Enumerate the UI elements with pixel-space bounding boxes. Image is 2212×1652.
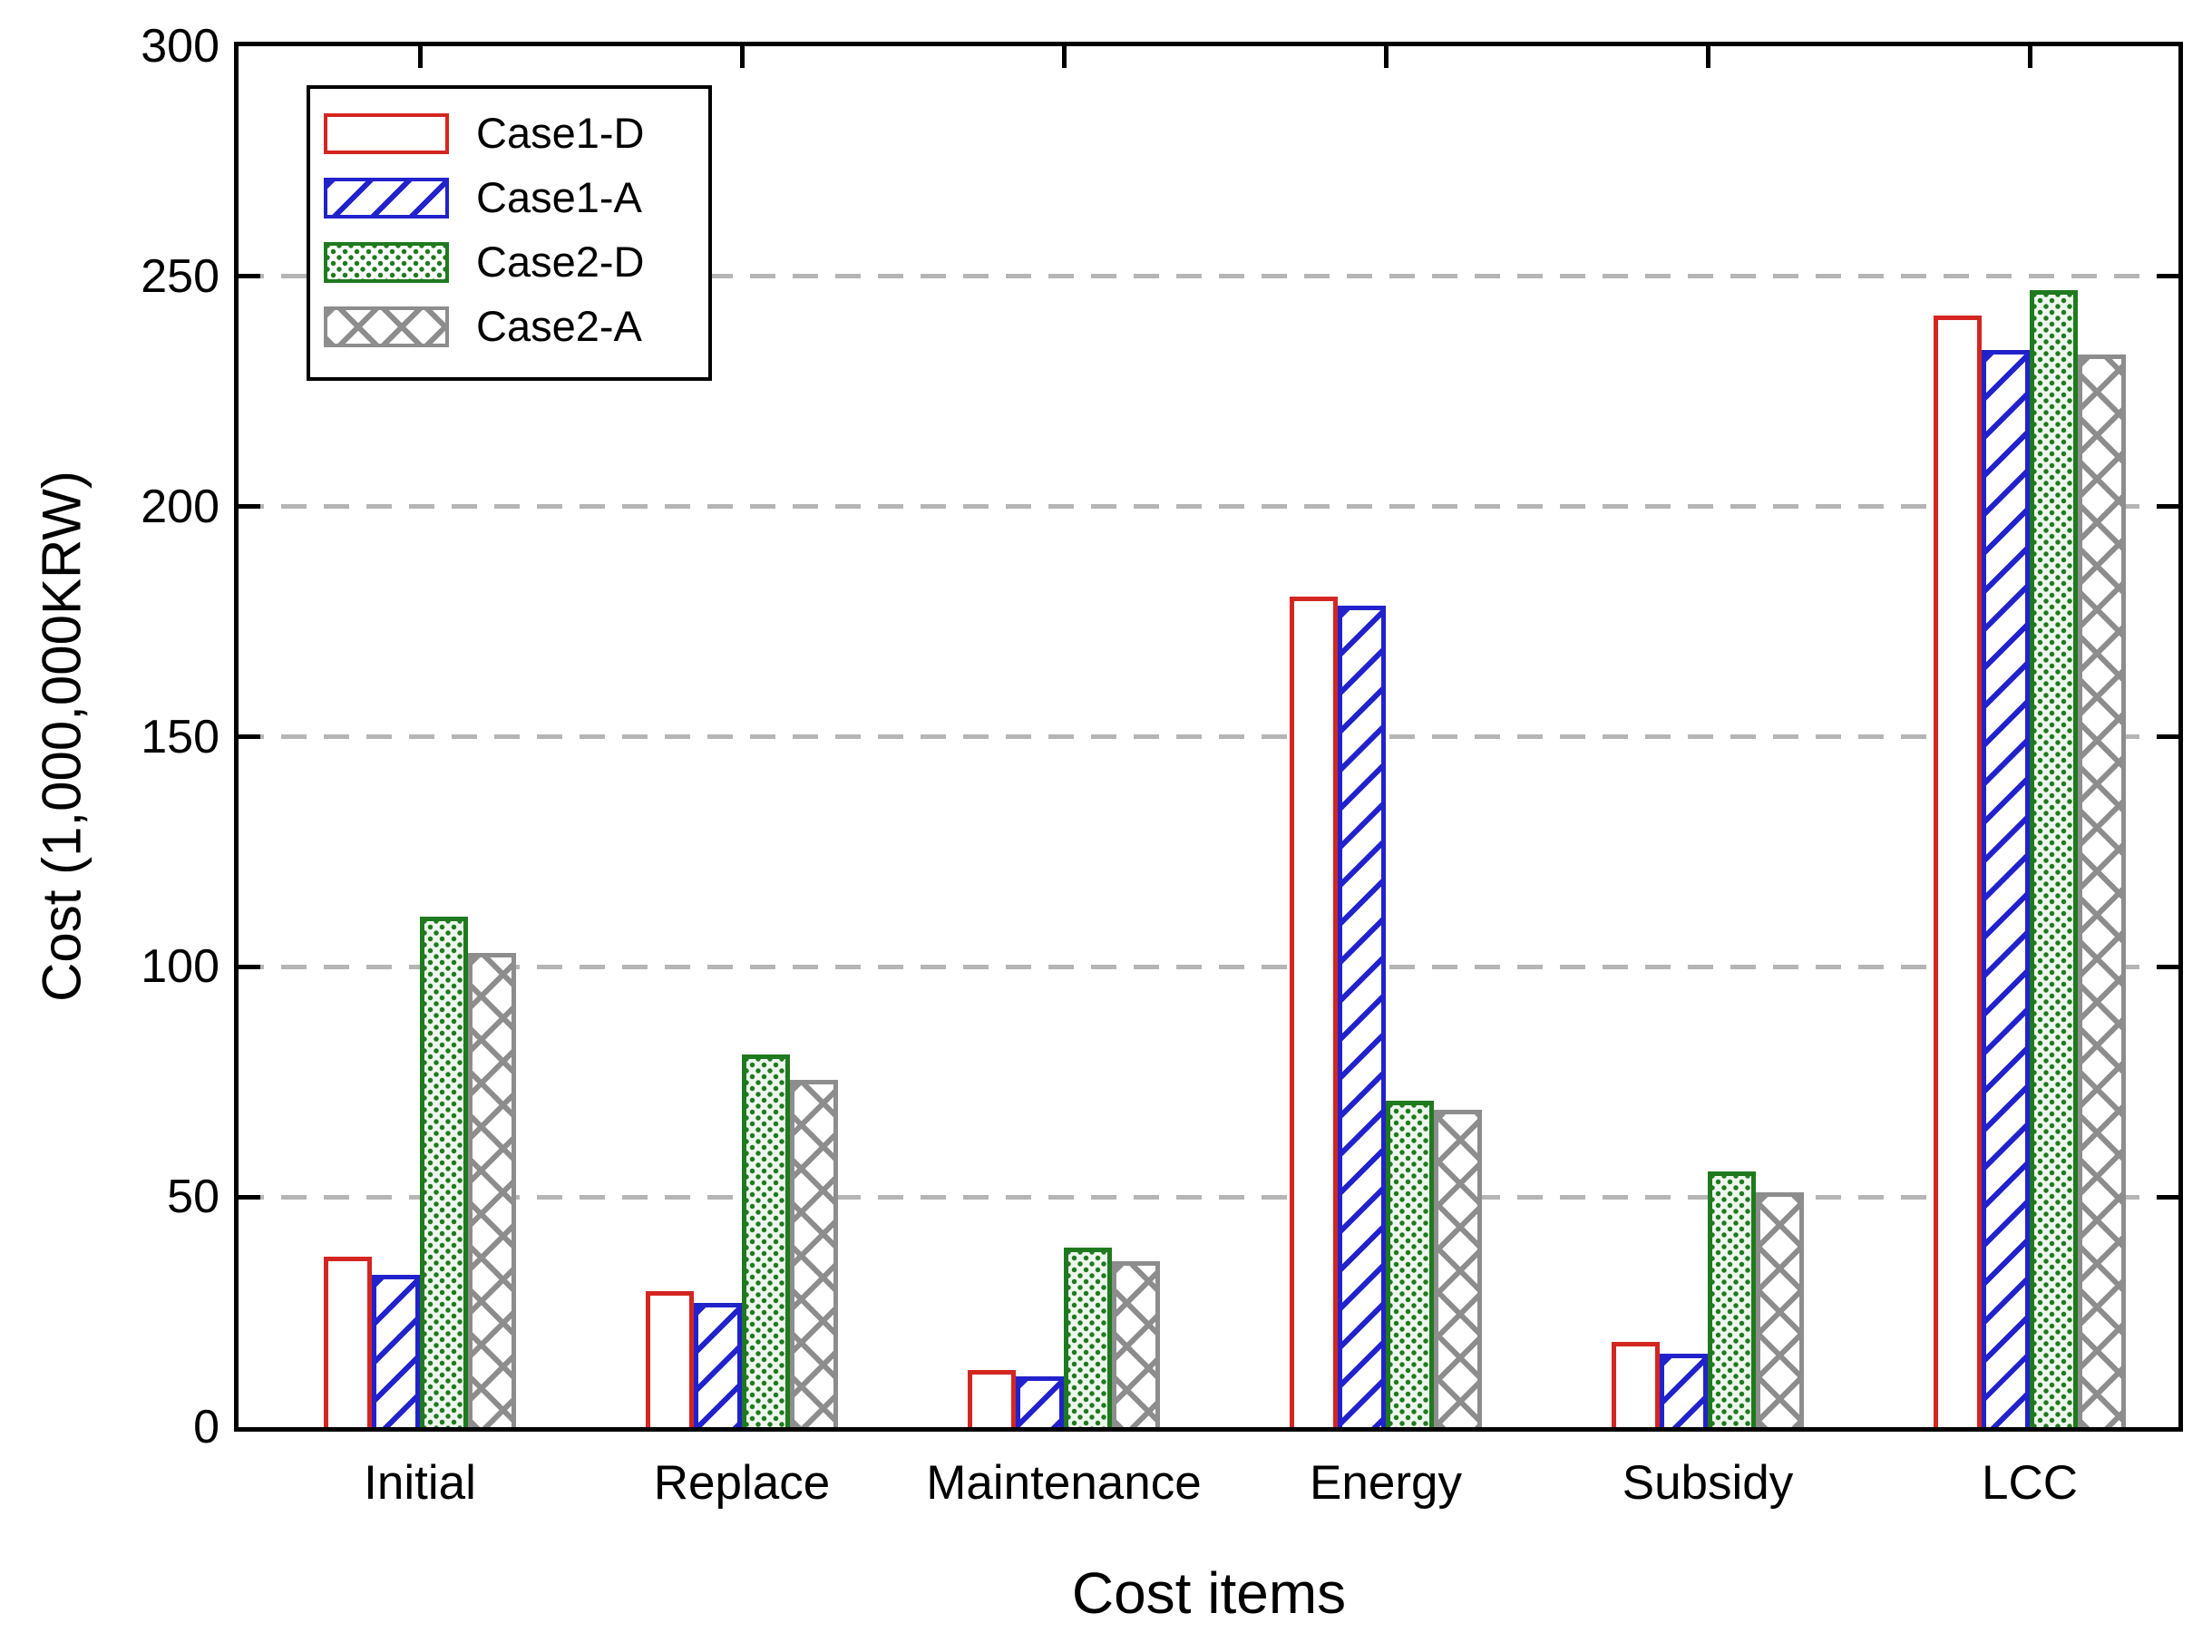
bar-Case2-A-Maintenance [1112,1261,1160,1427]
y-axis-tick [239,1194,260,1200]
x-tick-label: LCC [1981,1456,2079,1510]
y-axis-tick [239,274,260,279]
bar-Case2-D-Initial [420,916,468,1427]
y-axis-tick [239,504,260,510]
bar-Case2-D-Subsidy [1708,1171,1756,1427]
y-tick-label: 50 [167,1171,219,1224]
y-axis-tick [239,734,260,739]
bar-Case2-A-Subsidy [1756,1192,1804,1427]
bar-Case2-A-Initial [468,953,516,1427]
x-tick-label: Energy [1310,1456,1462,1510]
y-tick-label: 100 [141,940,219,994]
bar-Case2-D-Replace [742,1054,790,1427]
y-axis-tick [2157,1194,2178,1200]
legend-row: Case2-A [324,304,642,349]
bar-Case1-A-LCC [1982,350,2030,1427]
y-tick-label: 300 [141,20,219,73]
y-tick-label: 200 [141,480,219,533]
gridline [239,1194,2178,1200]
y-axis-tick [2157,504,2178,510]
outline-swatch [324,112,449,154]
bar-Case1-A-Energy [1338,605,1386,1427]
legend-row: Case1-A [324,175,642,220]
y-tick-label: 0 [193,1401,219,1453]
plot-area: Case1-D Case1-A Case2-D Case2-A [234,42,2183,1432]
bar-Case2-D-LCC [2030,290,2078,1427]
legend-label: Case2-D [476,238,645,286]
bar-Case1-D-Replace [646,1291,694,1427]
x-axis-title: Cost items [1071,1560,1347,1626]
y-tick-label: 250 [141,249,219,303]
diagonal-hatch-swatch [324,177,449,219]
bar-Case2-D-Energy [1386,1100,1434,1427]
legend: Case1-D Case1-A Case2-D Case2-A [307,85,712,381]
bar-Case1-A-Replace [694,1302,742,1427]
bar-Case1-A-Subsidy [1660,1353,1708,1427]
bar-Case2-D-Maintenance [1064,1248,1112,1427]
x-tick-label: Subsidy [1622,1456,1794,1510]
y-axis-tick [2157,274,2178,279]
bar-Case1-D-Maintenance [968,1369,1016,1427]
x-tick-label: Maintenance [926,1456,1202,1510]
gridline [239,274,2178,279]
bar-Case1-D-Initial [324,1257,372,1427]
x-tick-label: Initial [364,1456,476,1510]
legend-row: Case1-D [324,111,644,156]
legend-label: Case1-D [476,109,645,157]
bar-Case2-A-Replace [790,1079,838,1427]
y-tick-label: 150 [141,710,219,763]
crosshatch-swatch [324,306,449,347]
bar-Case1-D-Energy [1290,596,1338,1427]
bar-Case1-D-Subsidy [1612,1342,1660,1427]
x-tick-label: Replace [653,1456,831,1510]
x-axis-tick [739,46,745,68]
y-axis-tick [2157,734,2178,739]
x-axis-tick [2027,46,2032,68]
x-axis-tick [1705,46,1710,68]
gridline [239,964,2178,969]
bar-Case2-A-LCC [2078,355,2126,1427]
gridline [239,504,2178,510]
dots-swatch [324,241,449,283]
bar-Case1-D-LCC [1934,316,1982,1427]
x-axis-tick [1383,46,1389,68]
legend-label: Case1-A [476,173,642,221]
bar-Case1-A-Initial [372,1275,420,1427]
legend-row: Case2-D [324,239,644,285]
legend-label: Case2-A [476,302,642,350]
bar-Case2-A-Energy [1434,1109,1482,1427]
bar-Case1-A-Maintenance [1016,1376,1064,1427]
y-axis-tick [239,964,260,969]
x-axis-tick [417,46,423,68]
y-axis-tick [2157,964,2178,969]
gridline [239,734,2178,739]
x-axis-tick [1061,46,1067,68]
